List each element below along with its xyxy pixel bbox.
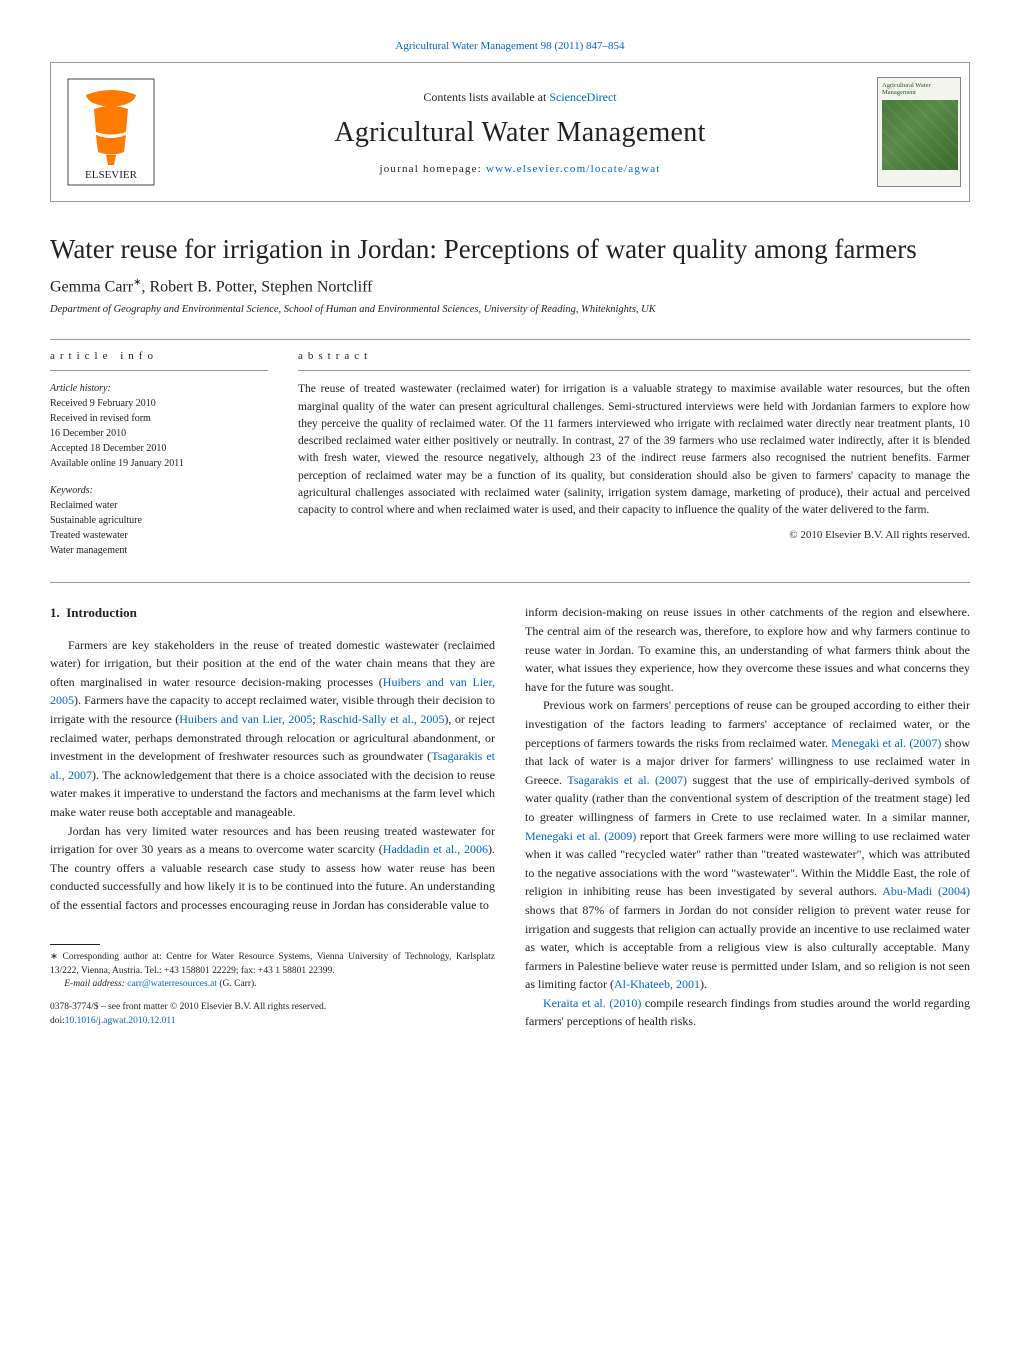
history-line: Received 9 February 2010 bbox=[50, 396, 268, 411]
authors: Gemma Carr∗, Robert B. Potter, Stephen N… bbox=[50, 277, 970, 296]
section-title: Introduction bbox=[66, 605, 137, 620]
sciencedirect-link[interactable]: ScienceDirect bbox=[549, 90, 616, 104]
corr-marker: ∗ bbox=[50, 952, 58, 962]
history-label: Article history: bbox=[50, 381, 268, 396]
journal-header: ELSEVIER Contents lists available at Sci… bbox=[50, 62, 970, 202]
history-line: Available online 19 January 2011 bbox=[50, 456, 268, 471]
publisher-logo: ELSEVIER bbox=[51, 63, 171, 201]
journal-header-center: Contents lists available at ScienceDirec… bbox=[171, 80, 869, 185]
homepage-line: journal homepage: www.elsevier.com/locat… bbox=[181, 163, 859, 175]
footnote-separator bbox=[50, 944, 100, 945]
body-para: Previous work on farmers' perceptions of… bbox=[525, 696, 970, 994]
keyword: Water management bbox=[50, 543, 268, 558]
email-link[interactable]: carr@waterresources.at bbox=[127, 979, 217, 989]
body-para: Keraita et al. (2010) compile research f… bbox=[525, 994, 970, 1031]
journal-name: Agricultural Water Management bbox=[181, 117, 859, 149]
corr-marker: ∗ bbox=[133, 277, 141, 288]
running-head-link[interactable]: Agricultural Water Management 98 (2011) … bbox=[395, 40, 624, 52]
doi-prefix: doi: bbox=[50, 1016, 65, 1026]
article-info-header: article info bbox=[50, 340, 268, 371]
abstract-text: The reuse of treated wastewater (reclaim… bbox=[298, 381, 970, 519]
keyword: Treated wastewater bbox=[50, 528, 268, 543]
cover-thumb-image bbox=[882, 100, 958, 170]
history-line: 16 December 2010 bbox=[50, 426, 268, 441]
section-divider bbox=[50, 582, 970, 583]
contents-line: Contents lists available at ScienceDirec… bbox=[181, 90, 859, 105]
history-line: Received in revised form bbox=[50, 411, 268, 426]
section-heading: 1. Introduction bbox=[50, 603, 495, 623]
body-para: Farmers are key stakeholders in the reus… bbox=[50, 636, 495, 822]
author-2: Robert B. Potter bbox=[149, 278, 253, 295]
article-title: Water reuse for irrigation in Jordan: Pe… bbox=[50, 232, 970, 267]
corresponding-footnote: ∗ Corresponding author at: Centre for Wa… bbox=[50, 951, 495, 978]
email-footnote: E-mail address: carr@waterresources.at (… bbox=[50, 978, 495, 991]
section-number: 1. bbox=[50, 605, 60, 620]
body-para: Jordan has very limited water resources … bbox=[50, 822, 495, 915]
article-info: article info Article history: Received 9… bbox=[50, 340, 268, 558]
cover-thumb-title: Agricultural Water Management bbox=[882, 82, 956, 96]
history-line: Accepted 18 December 2010 bbox=[50, 441, 268, 456]
contents-prefix: Contents lists available at bbox=[423, 90, 549, 104]
keywords-label: Keywords: bbox=[50, 483, 268, 498]
running-head: Agricultural Water Management 98 (2011) … bbox=[50, 40, 970, 52]
front-matter: 0378-3774/$ – see front matter © 2010 El… bbox=[50, 1001, 495, 1028]
homepage-prefix: journal homepage: bbox=[379, 163, 486, 175]
journal-cover-thumb: Agricultural Water Management bbox=[869, 63, 969, 201]
email-label: E-mail address: bbox=[64, 979, 125, 989]
abstract-copyright: © 2010 Elsevier B.V. All rights reserved… bbox=[298, 529, 970, 541]
doi-link[interactable]: 10.1016/j.agwat.2010.12.011 bbox=[65, 1016, 176, 1026]
info-abstract-row: article info Article history: Received 9… bbox=[50, 339, 970, 558]
issn-line: 0378-3774/$ – see front matter © 2010 El… bbox=[50, 1001, 495, 1014]
keyword: Sustainable agriculture bbox=[50, 513, 268, 528]
abstract: abstract The reuse of treated wastewater… bbox=[298, 340, 970, 558]
svg-text:ELSEVIER: ELSEVIER bbox=[85, 169, 138, 181]
author-3: Stephen Nortcliff bbox=[261, 278, 372, 295]
email-person: (G. Carr). bbox=[219, 979, 256, 989]
article-history: Article history: Received 9 February 201… bbox=[50, 381, 268, 471]
corr-text: Corresponding author at: Centre for Wate… bbox=[50, 952, 495, 975]
homepage-link[interactable]: www.elsevier.com/locate/agwat bbox=[486, 163, 661, 175]
author-1: Gemma Carr bbox=[50, 278, 133, 295]
body-columns: 1. Introduction Farmers are key stakehol… bbox=[50, 603, 970, 1031]
body-col-left: 1. Introduction Farmers are key stakehol… bbox=[50, 603, 495, 1031]
body-para: inform decision-making on reuse issues i… bbox=[525, 603, 970, 696]
keyword: Reclaimed water bbox=[50, 498, 268, 513]
elsevier-logo-icon: ELSEVIER bbox=[66, 77, 156, 187]
body-col-right: inform decision-making on reuse issues i… bbox=[525, 603, 970, 1031]
affiliation: Department of Geography and Environmenta… bbox=[50, 304, 970, 315]
keywords: Keywords: Reclaimed water Sustainable ag… bbox=[50, 483, 268, 558]
abstract-header: abstract bbox=[298, 340, 970, 371]
